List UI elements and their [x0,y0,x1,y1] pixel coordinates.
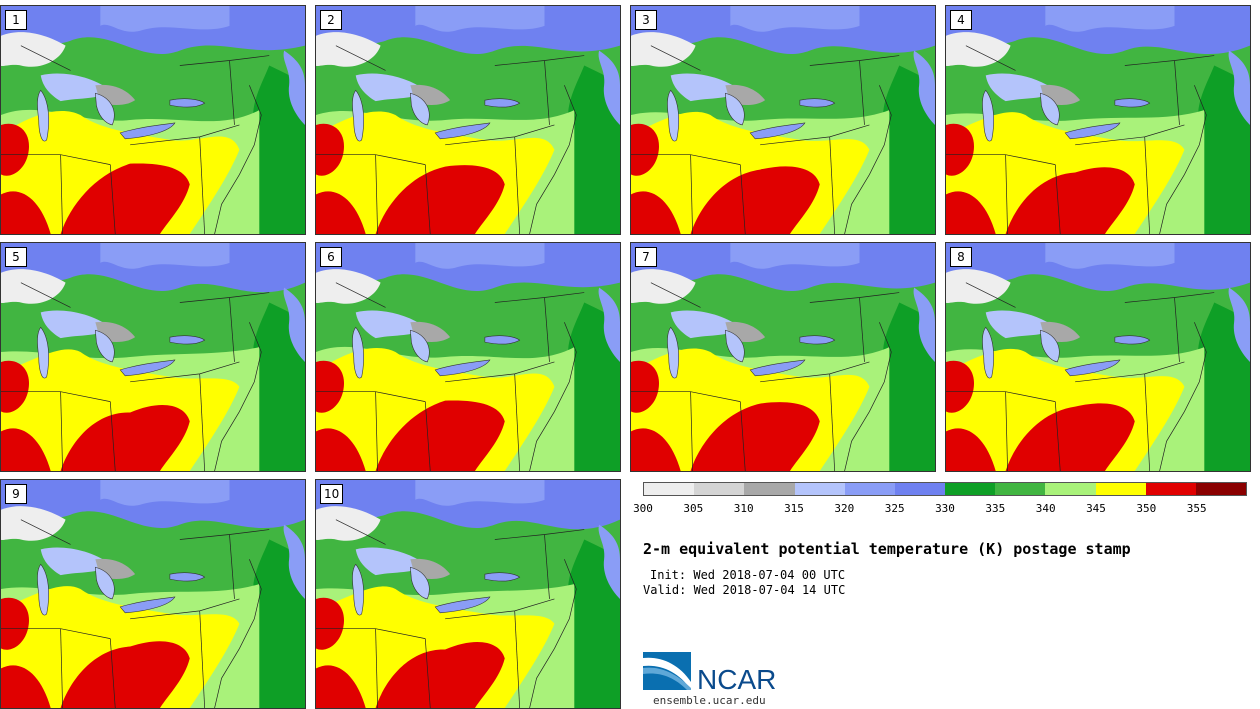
member-panel-2: 2 [315,5,621,235]
map-field [946,243,1250,471]
colorbar-tick-label: 310 [733,502,754,515]
member-label: 7 [635,247,657,267]
map-field [316,243,620,471]
member-panel-8: 8 [945,242,1251,472]
member-label: 3 [635,10,657,30]
member-label: 8 [950,247,972,267]
member-panel-3: 3 [630,5,936,235]
colorbar-tick-label: 350 [1136,502,1157,515]
member-panel-6: 6 [315,242,621,472]
member-panel-7: 7 [630,242,936,472]
logo-text: NCAR [697,664,777,695]
colorbar-tick-label: 315 [784,502,804,515]
colorbar-segment [1145,483,1196,495]
site-url: ensemble.ucar.edu [653,694,766,707]
colorbar-segment [644,483,695,495]
map-field [1,243,305,471]
colorbar-tick-label: 330 [935,502,955,515]
colorbar-tick-label: 335 [985,502,1006,515]
colorbar-segment [844,483,895,495]
colorbar-segment [945,483,996,495]
member-panel-1: 1 [0,5,306,235]
colorbar-tick-label: 345 [1086,502,1106,515]
member-panel-5: 5 [0,242,306,472]
init-time: Init: Wed 2018-07-04 00 UTC [650,568,846,582]
member-label: 2 [320,10,342,30]
colorbar-tick-label: 320 [834,502,855,515]
map-field [316,480,620,708]
member-label: 9 [5,484,27,504]
map-field [631,243,935,471]
colorbar-tick-label: 355 [1186,502,1207,515]
colorbar-segment [995,483,1046,495]
colorbar-segment [694,483,745,495]
map-field [631,6,935,234]
colorbar-segment [794,483,845,495]
colorbar-tick-label: 300 [633,502,653,515]
member-panel-9: 9 [0,479,306,709]
colorbar-tick-label: 340 [1035,502,1056,515]
member-label: 6 [320,247,342,267]
colorbar-tick-label: 305 [683,502,704,515]
colorbar-segment [1045,483,1096,495]
valid-time: Valid: Wed 2018-07-04 14 UTC [643,583,846,597]
plot-title: 2-m equivalent potential temperature (K)… [643,540,1131,558]
map-field [946,6,1250,234]
member-label: 4 [950,10,972,30]
member-label: 5 [5,247,27,267]
map-field [1,480,305,708]
colorbar-tick-label: 325 [884,502,905,515]
member-label: 10 [320,484,344,504]
member-panel-4: 4 [945,5,1251,235]
colorbar [643,482,1247,496]
colorbar-segment [744,483,795,495]
colorbar-segment [1195,483,1247,495]
ncar-logo-icon [643,652,691,690]
member-panel-10: 10 [315,479,621,709]
map-field [316,6,620,234]
member-label: 1 [5,10,27,30]
colorbar-segment [894,483,946,495]
map-field [1,6,305,234]
colorbar-segment [1095,483,1146,495]
